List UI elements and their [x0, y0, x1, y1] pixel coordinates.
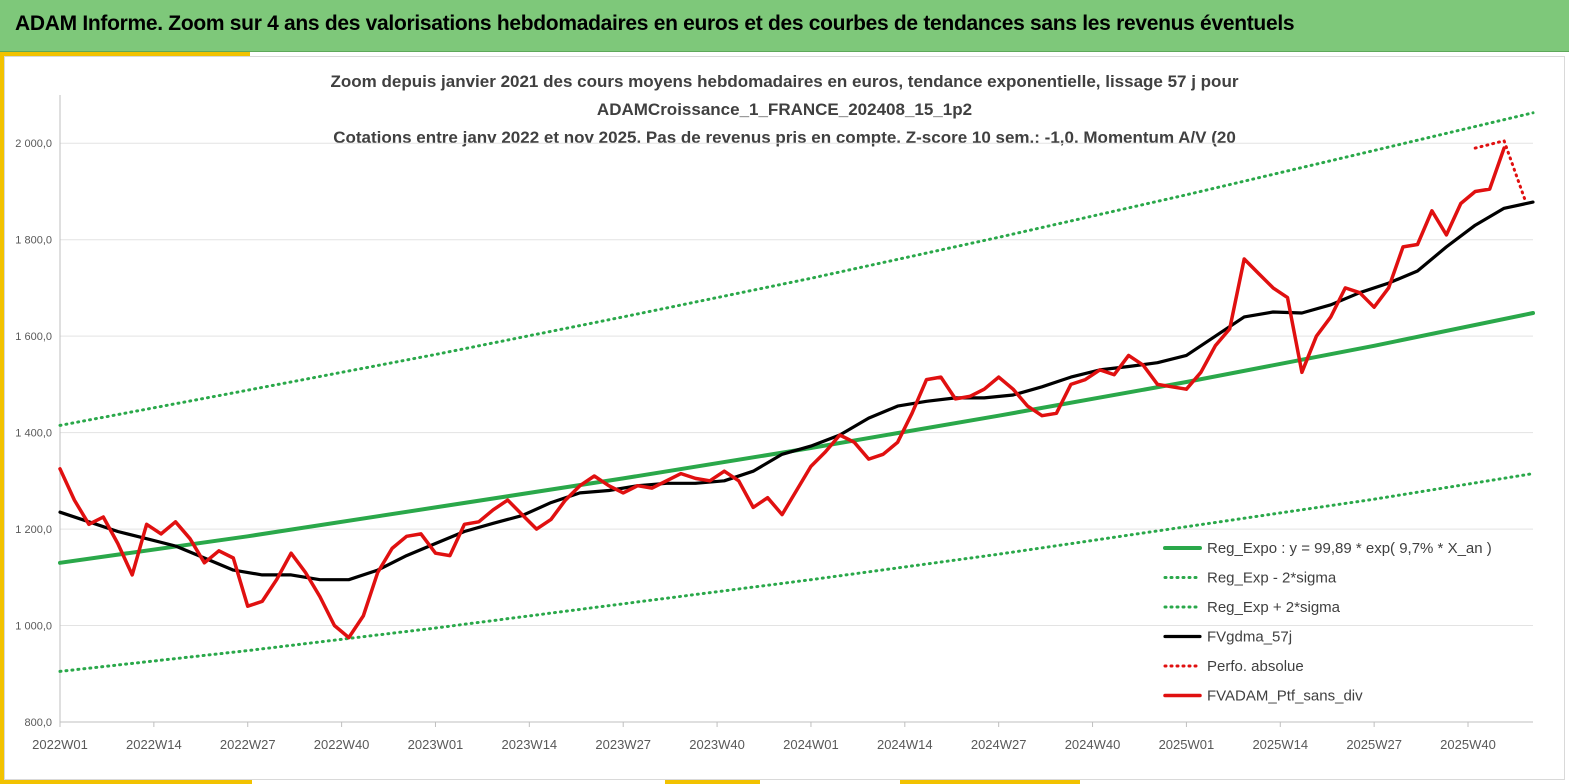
- x-tick-label: 2023W14: [502, 737, 558, 752]
- series-line-fvgdma-57j: [58, 200, 1535, 582]
- series-line-fvadam-ptf-sans-div: [58, 146, 1506, 640]
- legend-entry-fvadam-ptf-sans-div: FVADAM_Ptf_sans_div: [1207, 688, 1363, 705]
- report-title: ADAM Informe. Zoom sur 4 ans des valoris…: [15, 12, 1295, 35]
- accent-bar-bottom-mid: [665, 780, 760, 784]
- x-tick-label: 2024W40: [1065, 737, 1121, 752]
- y-tick-label: 1 600,0: [15, 331, 52, 343]
- legend-entry-reg-exp-2-sigma: Reg_Exp - 2*sigma: [1207, 570, 1337, 587]
- chart-frame: [4, 56, 1565, 780]
- y-tick-label: 1 000,0: [15, 621, 52, 633]
- x-tick-label: 2024W14: [877, 737, 933, 752]
- x-tick-label: 2023W27: [595, 737, 651, 752]
- x-tick-label: 2022W27: [220, 737, 276, 752]
- x-tick-label: 2023W01: [408, 737, 464, 752]
- x-tick-label: 2022W14: [126, 737, 182, 752]
- x-tick-label: 2023W40: [689, 737, 745, 752]
- chart-title-line-1: Zoom depuis janvier 2021 des cours moyen…: [330, 72, 1239, 91]
- series-line-reg-exp-2-sigma: [58, 472, 1535, 673]
- legend-entry-fvgdma-57j: FVgdma_57j: [1207, 629, 1292, 646]
- y-tick-label: 2 000,0: [15, 138, 52, 150]
- x-tick-label: 2024W01: [783, 737, 839, 752]
- accent-bar-top: [4, 52, 250, 56]
- legend-entry-reg-expo-y-99-89-exp-9-7-x-an: Reg_Expo : y = 99,89 * exp( 9,7% * X_an …: [1207, 540, 1492, 557]
- series-line-perfo-absolue: [1473, 139, 1528, 204]
- chart-title-line-3: Cotations entre janv 2022 et nov 2025. P…: [333, 128, 1236, 147]
- y-tick-label: 1 400,0: [15, 428, 52, 440]
- accent-bar-left: [0, 52, 4, 784]
- x-tick-label: 2024W27: [971, 737, 1027, 752]
- accent-bar-bottom-left: [0, 780, 252, 784]
- x-tick-label: 2025W14: [1252, 737, 1308, 752]
- x-tick-label: 2025W01: [1159, 737, 1215, 752]
- chart-title-line-2: ADAMCroissance_1_FRANCE_202408_15_1p2: [596, 100, 973, 119]
- x-tick-label: 2022W01: [32, 737, 88, 752]
- series-line-reg-expo-y-99-89-exp-9-7-x-an: [58, 311, 1535, 565]
- x-tick-label: 2025W27: [1346, 737, 1402, 752]
- legend-entry-perfo-absolue: Perfo. absolue: [1207, 658, 1304, 675]
- report-banner: ADAM Informe. Zoom sur 4 ans des valoris…: [0, 0, 1569, 52]
- y-tick-label: 1 800,0: [15, 235, 52, 247]
- x-tick-label: 2025W40: [1440, 737, 1496, 752]
- accent-bar-bottom-right: [900, 780, 1080, 784]
- legend-entry-reg-exp-2-sigma: Reg_Exp + 2*sigma: [1207, 599, 1341, 616]
- x-tick-label: 2022W40: [314, 737, 370, 752]
- y-tick-label: 1 200,0: [15, 524, 52, 536]
- series-line-reg-exp-2-sigma: [58, 111, 1535, 427]
- y-tick-label: 800,0: [24, 717, 52, 729]
